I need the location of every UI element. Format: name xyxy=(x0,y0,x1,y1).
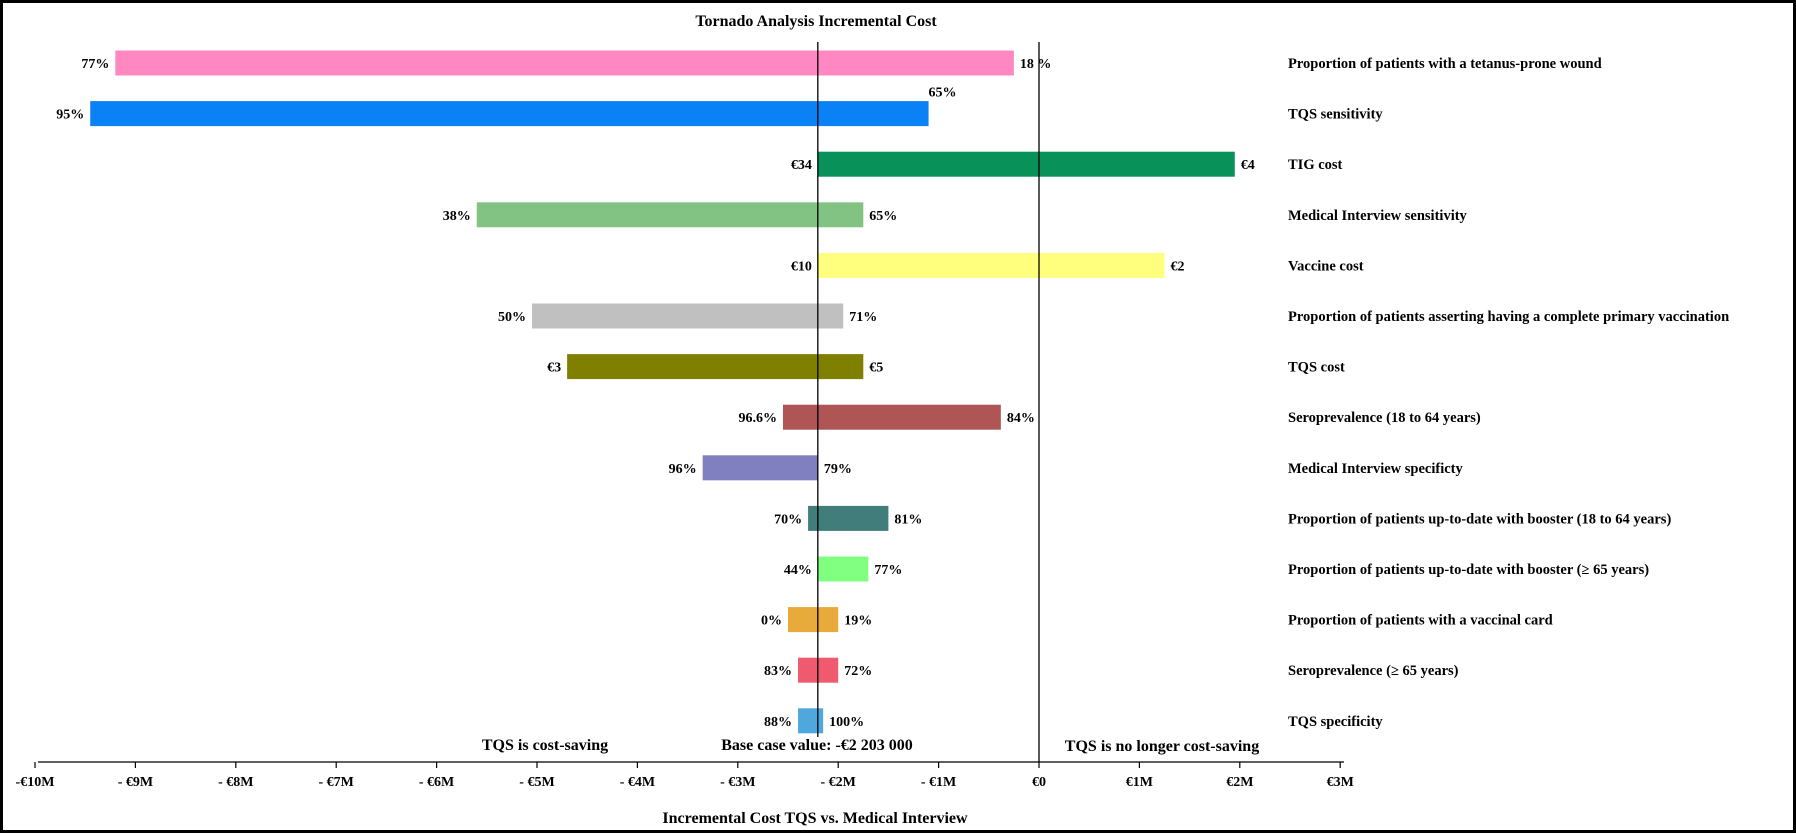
parameter-label: Proportion of patients up-to-date with b… xyxy=(1288,562,1649,578)
x-tick-label: -€10M xyxy=(16,775,55,790)
parameter-label: TQS sensitivity xyxy=(1288,107,1383,123)
tornado-bar xyxy=(798,708,824,734)
bar-low-label: 88% xyxy=(764,715,792,730)
bar-low-label: 70% xyxy=(774,512,802,527)
tornado-bar xyxy=(817,252,1165,278)
bar-low-label: 38% xyxy=(443,209,471,224)
base-case-label: Base case value: -€2 203 000 xyxy=(721,737,913,754)
bars-layer: 77% 18 % Proportion of patients with a tet… xyxy=(56,50,1729,734)
parameter-label: TQS cost xyxy=(1288,360,1345,376)
x-tick-label: - €2M xyxy=(821,775,856,790)
parameter-label: Seroprevalence (≥ 65 years) xyxy=(1288,663,1459,679)
tornado-bar xyxy=(788,607,839,633)
bar-high-label: €2 xyxy=(1171,259,1185,274)
bar-low-label: 44% xyxy=(784,563,812,578)
cost-saving-label: TQS is cost-saving xyxy=(482,737,608,754)
parameter-label: Seroprevalence (18 to 64 years) xyxy=(1288,410,1481,426)
parameter-label: TQS specificity xyxy=(1288,714,1383,730)
bar-high-label: 65% xyxy=(869,209,897,224)
tornado-bar xyxy=(567,354,864,380)
tornado-bar xyxy=(808,505,889,531)
parameter-label: Proportion of patients with a tetanus-pr… xyxy=(1288,56,1602,72)
bar-high-label: 77% xyxy=(874,563,902,578)
chart-title: Tornado Analysis Incremental Cost xyxy=(695,13,937,30)
parameter-label: Vaccine cost xyxy=(1288,258,1364,274)
parameter-label: TIG cost xyxy=(1288,157,1343,173)
tornado-bar xyxy=(90,101,929,127)
bar-high-label: 84% xyxy=(1007,411,1035,426)
tornado-bar xyxy=(782,404,1001,430)
parameter-label: Proportion of patients with a vaccinal c… xyxy=(1288,613,1553,629)
not-cost-saving-label: TQS is no longer cost-saving xyxy=(1065,738,1259,755)
tornado-bar xyxy=(115,50,1014,76)
x-tick-label: €0 xyxy=(1032,775,1046,790)
x-axis-label: Incremental Cost TQS vs. Medical Intervi… xyxy=(662,810,968,827)
bar-low-label: €34 xyxy=(791,158,812,173)
x-axis: -€10M - €9M - €8M - €7M - €6M - €5M - €4M - €3M… xyxy=(16,761,1354,790)
tornado-bar xyxy=(476,202,864,228)
bar-low-label: 0% xyxy=(761,614,782,629)
bar-high-label: 65% xyxy=(929,86,957,101)
x-tick-label: - €1M xyxy=(921,775,956,790)
parameter-label: Proportion of patients asserting having … xyxy=(1288,309,1729,325)
bar-low-label: 96.6% xyxy=(738,411,777,426)
bar-high-label: €5 xyxy=(869,361,883,376)
x-tick-label: - €7M xyxy=(319,775,354,790)
bar-low-label: 50% xyxy=(498,310,526,325)
x-tick-label: - €4M xyxy=(620,775,655,790)
tornado-bar xyxy=(817,556,869,582)
x-tick-label: €1M xyxy=(1126,775,1153,790)
bar-high-label: 19% xyxy=(844,614,872,629)
bar-low-label: 95% xyxy=(56,108,84,123)
bar-high-label: 71% xyxy=(849,310,877,325)
bar-low-label: 77% xyxy=(81,57,109,72)
tornado-bar xyxy=(531,303,844,329)
bar-low-label: €10 xyxy=(791,259,812,274)
x-tick-label: €2M xyxy=(1226,775,1253,790)
tornado-bar xyxy=(817,151,1235,177)
bar-low-label: 83% xyxy=(764,664,792,679)
bar-high-label: 100% xyxy=(829,715,864,730)
bar-low-label: €3 xyxy=(547,361,561,376)
x-tick-label: - €3M xyxy=(720,775,755,790)
x-tick-label: €3M xyxy=(1327,775,1354,790)
bar-high-label: €4 xyxy=(1241,158,1255,173)
parameter-label: Medical Interview sensitivity xyxy=(1288,208,1468,224)
parameter-label: Proportion of patients up-to-date with b… xyxy=(1288,511,1671,527)
x-tick-label: - €8M xyxy=(218,775,253,790)
bar-high-label: 18 % xyxy=(1020,57,1052,72)
bar-high-label: 79% xyxy=(824,462,852,477)
parameter-label: Medical Interview specificty xyxy=(1288,461,1464,477)
x-tick-label: - €6M xyxy=(419,775,454,790)
tornado-bar xyxy=(702,455,818,481)
bar-high-label: 81% xyxy=(894,512,922,527)
x-tick-label: - €5M xyxy=(519,775,554,790)
bar-high-label: 72% xyxy=(844,664,872,679)
bar-low-label: 96% xyxy=(669,462,697,477)
x-tick-label: - €9M xyxy=(118,775,153,790)
